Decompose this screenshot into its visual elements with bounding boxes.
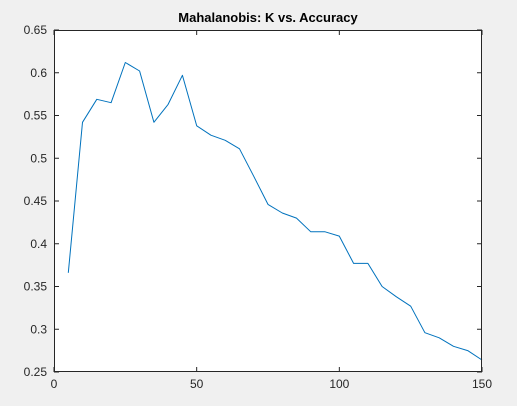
x-tick-label: 100	[329, 377, 349, 391]
y-axis: 0.25 0.3 0.35 0.4 0.45 0.5 0.55 0.6 0.65	[24, 23, 482, 379]
y-tick-label: 0.5	[30, 151, 47, 165]
y-tick-label: 0.4	[30, 237, 47, 251]
data-point	[110, 102, 111, 103]
y-tick-label: 0.6	[30, 66, 47, 80]
data-point	[68, 272, 69, 273]
data-point	[310, 231, 311, 232]
data-point	[324, 231, 325, 232]
x-tick-label: 150	[472, 377, 492, 391]
axes-background	[54, 30, 482, 372]
y-tick-label: 0.35	[24, 280, 48, 294]
data-point	[267, 204, 268, 205]
y-tick-label: 0.55	[24, 109, 48, 123]
series-line	[67, 62, 483, 361]
data-point	[282, 212, 283, 213]
data-point	[153, 122, 154, 123]
data-point	[424, 332, 425, 333]
chart-title: Mahalanobis: K vs. Accuracy	[178, 10, 358, 25]
data-point	[125, 62, 126, 63]
data-point	[296, 218, 297, 219]
data-point	[182, 75, 183, 76]
x-axis: 0 50 100 150	[51, 30, 492, 391]
data-point	[239, 148, 240, 149]
y-tick-label: 0.3	[30, 322, 47, 336]
data-point	[225, 140, 226, 141]
data-point	[339, 235, 340, 236]
y-tick-label: 0.65	[24, 23, 48, 37]
data-point	[396, 296, 397, 297]
plot-area	[67, 62, 483, 361]
data-point	[382, 286, 383, 287]
data-point	[82, 122, 83, 123]
data-point	[139, 70, 140, 71]
y-tick-label: 0.25	[24, 365, 48, 379]
data-point	[253, 176, 254, 177]
data-point	[410, 306, 411, 307]
y-tick-label: 0.45	[24, 194, 48, 208]
x-tick-label: 0	[51, 377, 58, 391]
data-point	[196, 125, 197, 126]
data-point	[210, 135, 211, 136]
data-point	[439, 337, 440, 338]
data-point	[96, 99, 97, 100]
data-point	[467, 350, 468, 351]
data-point	[168, 104, 169, 105]
data-point	[353, 263, 354, 264]
data-point	[367, 263, 368, 264]
data-point	[453, 346, 454, 347]
x-tick-label: 50	[190, 377, 204, 391]
